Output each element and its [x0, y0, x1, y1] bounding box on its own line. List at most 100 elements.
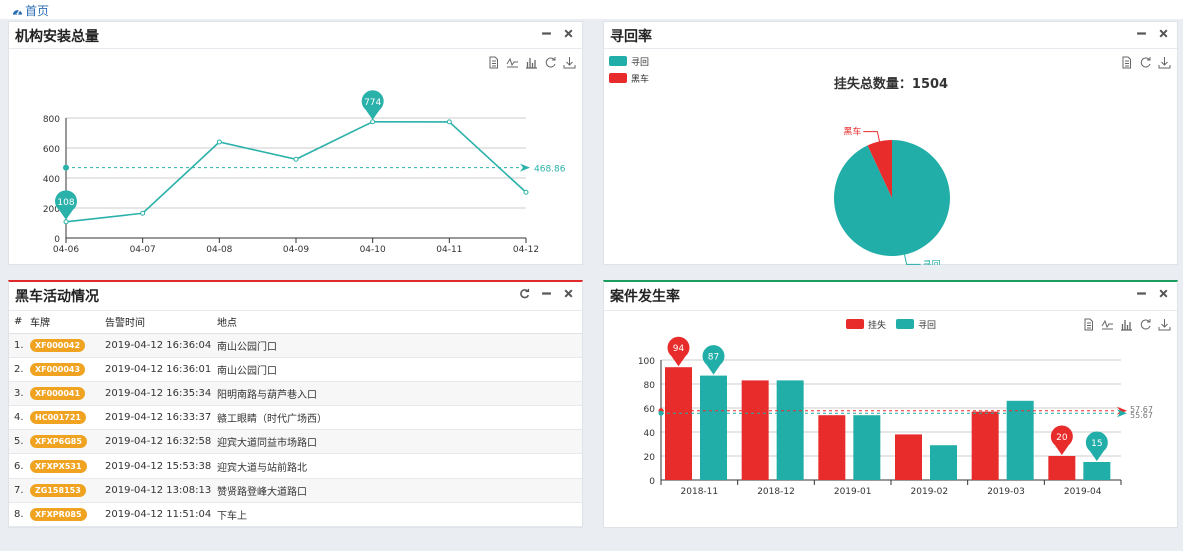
- close-icon[interactable]: [563, 28, 574, 39]
- close-icon[interactable]: [1158, 288, 1169, 299]
- cell-row-index: 3.: [9, 381, 25, 407]
- cell-alarm-time: 2019-04-12 11:51:04: [100, 502, 212, 528]
- legend-swatch: [609, 56, 627, 66]
- data-view-icon[interactable]: [1120, 56, 1133, 69]
- max-label: 774: [364, 98, 381, 108]
- column-header: #: [9, 311, 25, 334]
- min-marker: [54, 190, 77, 220]
- bar: [665, 367, 692, 480]
- column-header: 告警时间: [100, 311, 212, 334]
- cell-row-index: 2.: [9, 357, 25, 382]
- plate-badge[interactable]: XF000041: [30, 386, 86, 400]
- min-label: 108: [57, 198, 74, 208]
- data-view-icon[interactable]: [1082, 318, 1095, 331]
- y-tick-label: 0: [54, 235, 60, 245]
- bar: [818, 415, 846, 480]
- data-point: [523, 189, 529, 195]
- table-row[interactable]: 8. XFXPR085 2019-04-12 11:51:04 下车上: [9, 502, 582, 528]
- breadcrumb: 首页: [0, 0, 1183, 19]
- slice-label-line: [904, 254, 921, 265]
- minimize-icon[interactable]: [1136, 288, 1147, 299]
- plate-badge[interactable]: XF000042: [30, 338, 86, 352]
- restore-icon[interactable]: [1139, 318, 1152, 331]
- download-icon[interactable]: [1158, 318, 1171, 331]
- table-row[interactable]: 5. XFXP6G85 2019-04-12 16:32:58 迎宾大道同益市场路口: [9, 429, 582, 455]
- panel-header: 寻回率: [604, 22, 1177, 49]
- plate-badge[interactable]: XFXPX531: [30, 459, 87, 473]
- download-icon[interactable]: [1158, 56, 1171, 69]
- table-header-row: # 车牌 告警时间 地点: [9, 311, 582, 334]
- y-tick-label: 80: [644, 381, 656, 391]
- table-row[interactable]: 7. ZG158153 2019-04-12 13:08:13 赞贤路登峰大道路口: [9, 478, 582, 503]
- table-row[interactable]: 4. HC001721 2019-04-12 16:33:37 赣工眼睛（时代广场西）: [9, 405, 582, 431]
- install-line-chart: 0 200 400 600 800 04-06 04-07 04-08 04-09 04-10 04…: [43, 90, 566, 255]
- average-label: 55.67: [1130, 411, 1153, 420]
- bar: [853, 415, 881, 480]
- cell-location: 下车上: [212, 502, 582, 528]
- black-car-activity-panel: 黑车活动情况 # 车牌 告警时间 地点 1. XF000042 2019-04-12…: [8, 280, 583, 528]
- pie-slice: [867, 140, 892, 198]
- x-tick-label: 04-11: [436, 245, 462, 255]
- chart-toolbox: [1120, 56, 1171, 69]
- legend-swatch: [896, 319, 914, 329]
- legend-label: 寻回: [631, 57, 649, 68]
- data-point: [63, 219, 69, 225]
- bar: [895, 434, 922, 480]
- average-start-point: [658, 410, 664, 416]
- min-marker: [1085, 431, 1108, 461]
- data-point: [446, 119, 452, 125]
- table-row[interactable]: 6. XFXPX531 2019-04-12 15:53:38 迎宾大道与站前路北: [9, 453, 582, 479]
- cell-plate: XFXP6G85: [25, 429, 100, 455]
- plate-badge[interactable]: XFXP6G85: [30, 435, 87, 449]
- x-tick-label: 2019-04: [1064, 487, 1102, 497]
- cell-location: 迎宾大道与站前路北: [212, 453, 582, 479]
- minimize-icon[interactable]: [541, 28, 552, 39]
- chart-toolbox: [487, 56, 576, 69]
- case-rate-panel: 案件发生率 挂失 寻回 0 20 40 60 80 100 2018-11 2018-12 2019…: [603, 280, 1178, 528]
- table-row[interactable]: 1. XF000042 2019-04-12 16:36:04 南山公园门口: [9, 333, 582, 358]
- plate-badge[interactable]: ZG158153: [30, 483, 86, 497]
- breadcrumb-home-link[interactable]: 首页: [25, 4, 50, 18]
- cell-location: 阳明南路与葫芦巷入口: [212, 381, 582, 407]
- min-label: 20: [1056, 433, 1068, 443]
- panel-title: 案件发生率: [610, 289, 680, 305]
- minimize-icon[interactable]: [541, 288, 552, 299]
- refresh-icon[interactable]: [519, 288, 530, 299]
- line-chart-icon[interactable]: [1101, 318, 1114, 331]
- table-row[interactable]: 2. XF000043 2019-04-12 16:36:01 南山公园门口: [9, 357, 582, 382]
- max-marker: [361, 90, 384, 120]
- close-icon[interactable]: [563, 288, 574, 299]
- data-view-icon[interactable]: [487, 56, 500, 69]
- restore-icon[interactable]: [544, 56, 557, 69]
- line-chart-icon[interactable]: [506, 56, 519, 69]
- cell-row-index: 4.: [9, 405, 25, 431]
- table-row[interactable]: 3. XF000041 2019-04-12 16:35:34 阳明南路与葫芦巷入口: [9, 381, 582, 407]
- x-tick-label: 2018-12: [757, 487, 795, 497]
- slice-label-line: [863, 131, 880, 142]
- download-icon[interactable]: [563, 56, 576, 69]
- bar-chart-icon[interactable]: [1120, 318, 1133, 331]
- plate-badge[interactable]: HC001721: [30, 411, 86, 425]
- bar: [1083, 462, 1111, 480]
- bar: [700, 375, 727, 480]
- minimize-icon[interactable]: [1136, 28, 1147, 39]
- x-tick-label: 04-06: [53, 245, 79, 255]
- close-icon[interactable]: [1158, 28, 1169, 39]
- plate-badge[interactable]: XFXPR085: [30, 507, 87, 521]
- cell-plate: XF000043: [25, 357, 100, 382]
- average-arrow: [1117, 409, 1127, 418]
- restore-icon[interactable]: [1139, 56, 1152, 69]
- bar: [1006, 400, 1034, 480]
- average-arrow: [520, 163, 530, 172]
- recovery-pie-chart: 挂失总数量：1504寻回黑车寻回黑车: [609, 56, 950, 265]
- max-label: 94: [673, 344, 685, 354]
- y-tick-label: 40: [644, 429, 656, 439]
- plate-badge[interactable]: XF000043: [30, 362, 86, 376]
- x-tick-label: 04-10: [360, 245, 386, 255]
- y-tick-label: 600: [43, 145, 60, 155]
- bar-chart-icon[interactable]: [525, 56, 538, 69]
- cell-alarm-time: 2019-04-12 16:35:34: [100, 381, 212, 407]
- legend-label: 黑车: [631, 73, 649, 85]
- data-point: [216, 139, 222, 145]
